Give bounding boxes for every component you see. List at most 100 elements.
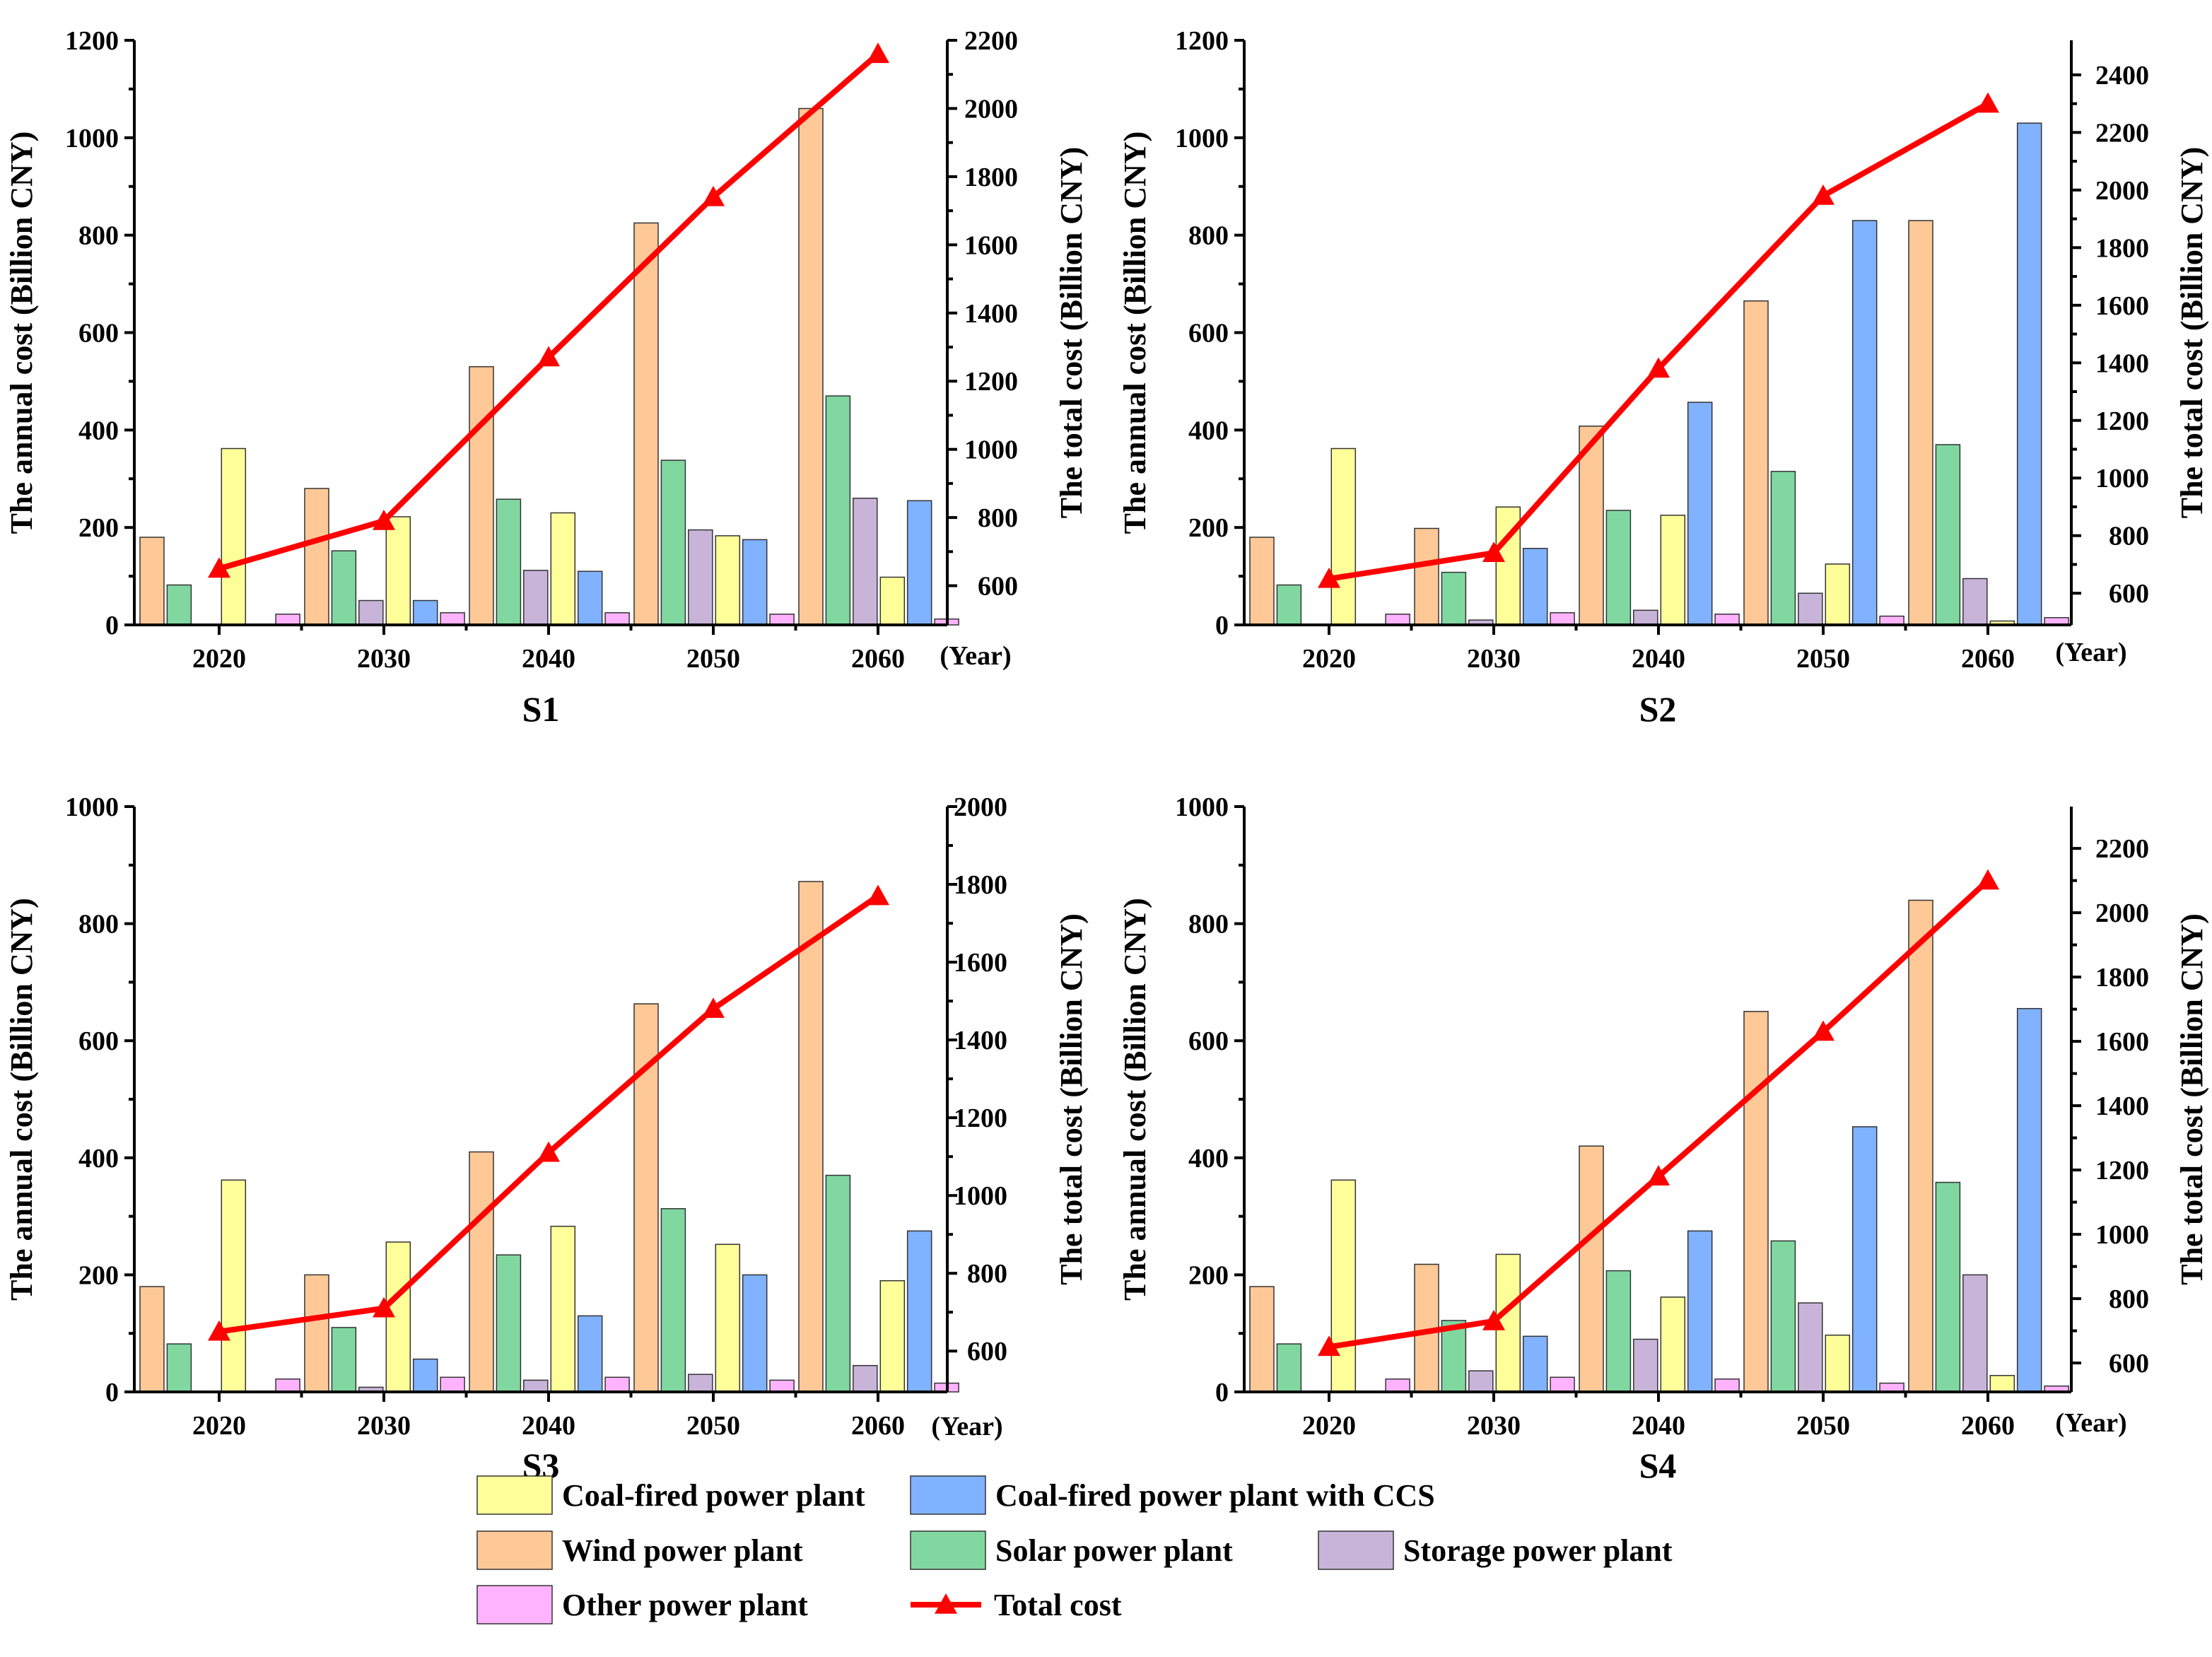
total-cost-marker-2050 bbox=[702, 997, 725, 1018]
y2-tick-label: 1800 bbox=[2095, 963, 2149, 993]
bar-solar-2030 bbox=[331, 550, 357, 626]
y2-tick-label: 2000 bbox=[964, 94, 1018, 124]
bar-other-2030 bbox=[440, 1376, 465, 1393]
y2-tick-label: 2200 bbox=[2095, 834, 2149, 864]
total-cost-marker-2020 bbox=[208, 1320, 230, 1341]
bar-wind-2040 bbox=[1579, 1145, 1604, 1393]
total-cost-marker-2060 bbox=[867, 42, 889, 64]
bar-wind-2040 bbox=[469, 365, 494, 626]
y2-tick-label: 1600 bbox=[964, 230, 1018, 260]
bar-ccs-2030 bbox=[412, 1358, 438, 1393]
legend-label-total: Total cost bbox=[994, 1588, 1122, 1622]
total-cost-marker-2030 bbox=[373, 1296, 395, 1318]
total-cost-line bbox=[1328, 101, 1989, 582]
y2-tick-label: 800 bbox=[978, 503, 1018, 533]
y2-tick-label: 1200 bbox=[954, 1103, 1007, 1133]
y2-tick-label: 800 bbox=[2109, 1284, 2149, 1314]
bar-storage-2030 bbox=[1468, 1370, 1494, 1393]
bar-wind-2050 bbox=[1743, 1011, 1769, 1393]
bar-coal-2040 bbox=[550, 1225, 576, 1393]
y-axis-title: The annual cost (Billion CNY) bbox=[1118, 898, 1152, 1301]
bar-storage-2040 bbox=[1633, 609, 1658, 626]
bar-ccs-2030 bbox=[1522, 1335, 1548, 1393]
bar-solar-2020 bbox=[1276, 584, 1302, 626]
x-tick-label: 2060 bbox=[851, 1411, 905, 1441]
y-tick-label: 1000 bbox=[65, 792, 119, 822]
bar-wind-2050 bbox=[1743, 300, 1769, 626]
total-cost-marker-2050 bbox=[1812, 1020, 1834, 1041]
y-tick-label: 600 bbox=[1188, 319, 1229, 349]
bar-other-2020 bbox=[1385, 614, 1410, 626]
bar-wind-2020 bbox=[139, 1286, 165, 1393]
total-cost-marker-2020 bbox=[1318, 567, 1340, 588]
bar-wind-2060 bbox=[798, 881, 824, 1393]
x-tick-label: 2040 bbox=[522, 1411, 575, 1441]
y-tick-label: 200 bbox=[1188, 513, 1229, 543]
y2-axis-title: The total cost (Billion CNY) bbox=[2175, 147, 2209, 519]
bar-wind-2060 bbox=[1908, 899, 1933, 1393]
y2-tick-label: 1200 bbox=[964, 367, 1018, 397]
legend-swatch-storage bbox=[1318, 1530, 1394, 1570]
y-tick-label: 200 bbox=[78, 1260, 119, 1290]
x-tick-label: 2050 bbox=[686, 644, 740, 674]
bar-ccs-2060 bbox=[2016, 1007, 2042, 1393]
bar-ccs-2030 bbox=[412, 599, 438, 626]
x-tick-label: 2030 bbox=[1467, 1411, 1521, 1441]
y2-tick-label: 1000 bbox=[2095, 1220, 2149, 1250]
bar-ccs-2050 bbox=[742, 539, 768, 626]
y2-tick-label: 1400 bbox=[954, 1026, 1007, 1055]
x-tick-label: 2040 bbox=[1632, 644, 1685, 674]
x-tick-label: 2030 bbox=[1467, 644, 1521, 674]
y2-tick-label: 1000 bbox=[954, 1181, 1007, 1211]
total-cost-marker-2030 bbox=[1482, 1309, 1505, 1330]
y-tick-label: 1000 bbox=[1175, 124, 1229, 153]
legend-label-coal: Coal-fired power plant bbox=[562, 1478, 865, 1513]
bar-storage-2060 bbox=[1962, 1274, 1988, 1393]
total-cost-marker-2050 bbox=[1812, 184, 1834, 205]
bar-other-2020 bbox=[275, 614, 300, 626]
bar-solar-2050 bbox=[660, 1208, 686, 1393]
bar-storage-2050 bbox=[688, 1374, 713, 1393]
legend-label-solar: Solar power plant bbox=[995, 1533, 1233, 1568]
bar-wind-2020 bbox=[1249, 1286, 1275, 1393]
y2-tick-label: 600 bbox=[2109, 579, 2149, 609]
bar-coal-2020 bbox=[1330, 1179, 1357, 1393]
bar-coal-2060 bbox=[879, 1280, 906, 1393]
bar-solar-2050 bbox=[1770, 471, 1796, 626]
bar-solar-2060 bbox=[825, 1174, 851, 1393]
bar-other-2040 bbox=[1714, 614, 1740, 626]
legend-label-ccs: Coal-fired power plant with CCS bbox=[995, 1478, 1435, 1513]
bar-storage-2040 bbox=[1633, 1338, 1658, 1393]
x-unit-label: (Year) bbox=[940, 641, 1011, 671]
chart-panels: 0 200 400 600 800 1000 1200 600 800 1000 1200 1400 1… bbox=[4, 26, 2209, 1485]
panel-title: S2 bbox=[1639, 689, 1677, 729]
bar-wind-2020 bbox=[1249, 537, 1275, 626]
bar-coal-2050 bbox=[715, 535, 741, 626]
y-tick-label: 1200 bbox=[65, 26, 119, 56]
y2-tick-label: 600 bbox=[978, 572, 1018, 602]
bar-wind-2020 bbox=[139, 537, 165, 626]
bar-storage-2030 bbox=[358, 599, 384, 626]
x-tick-label: 2020 bbox=[1302, 644, 1356, 674]
bar-ccs-2060 bbox=[2016, 122, 2042, 626]
bar-ccs-2060 bbox=[906, 1230, 932, 1393]
y-tick-label: 600 bbox=[1188, 1026, 1229, 1056]
y-tick-label: 0 bbox=[105, 1378, 119, 1407]
bar-coal-2060 bbox=[1989, 1375, 2015, 1393]
bar-other-2030 bbox=[1550, 1376, 1575, 1393]
bar-wind-2040 bbox=[1579, 426, 1604, 626]
y-tick-label: 800 bbox=[1188, 910, 1229, 939]
bar-other-2040 bbox=[604, 612, 630, 626]
y-tick-label: 200 bbox=[78, 513, 119, 543]
y2-axis-title: The total cost (Billion CNY) bbox=[1054, 913, 1089, 1285]
bar-solar-2040 bbox=[496, 498, 522, 626]
x-tick-label: 2040 bbox=[522, 644, 575, 674]
y-tick-label: 600 bbox=[78, 1026, 119, 1056]
x-tick-label: 2030 bbox=[357, 1411, 411, 1441]
legend-label-other: Other power plant bbox=[562, 1588, 808, 1622]
bar-solar-2060 bbox=[825, 395, 851, 626]
bar-other-2040 bbox=[1714, 1378, 1740, 1393]
bar-other-2020 bbox=[1385, 1378, 1410, 1393]
bar-storage-2050 bbox=[1798, 592, 1823, 626]
